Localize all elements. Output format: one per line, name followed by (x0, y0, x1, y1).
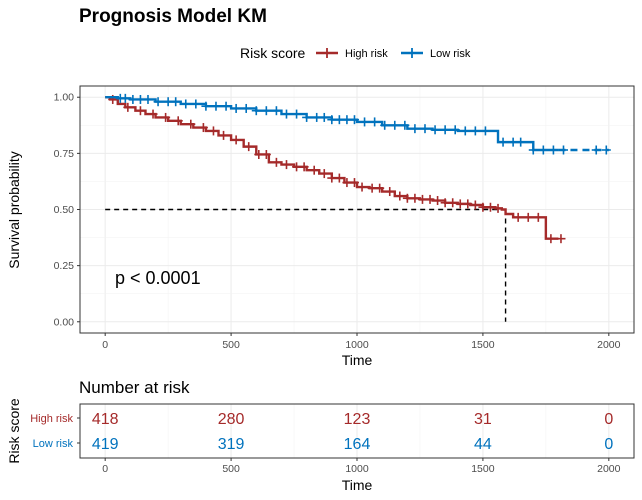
risk-row-label-low-risk: Low risk (33, 438, 74, 450)
x-tick-label: 500 (222, 339, 240, 351)
risk-x-tick-label: 2000 (597, 463, 621, 475)
risk-count: 0 (604, 411, 613, 428)
risk-count: 419 (92, 436, 119, 453)
x-tick-label: 1000 (345, 339, 369, 351)
risk-count: 123 (344, 411, 371, 428)
x-tick-label: 1500 (471, 339, 495, 351)
series-high-risk (105, 94, 566, 244)
x-tick-label: 0 (102, 339, 108, 351)
risk-count: 418 (92, 411, 119, 428)
risk-count: 0 (604, 436, 613, 453)
p-value-annotation: p < 0.0001 (115, 268, 201, 288)
risk-row-label-high-risk: High risk (30, 413, 73, 425)
y-tick-label: 0.00 (54, 316, 75, 328)
x-tick-label: 2000 (597, 339, 621, 351)
risk-table: Number at risk High risk 418 280 123 31 0Low … (6, 378, 635, 493)
legend-label-low-risk: Low risk (430, 48, 471, 60)
km-plot: 0.00 0.25 0.50 0.75 1.00 0 500 1000 1500 2000 p … (6, 85, 635, 368)
y-tick-label: 0.50 (54, 204, 75, 216)
risk-count: 44 (474, 436, 492, 453)
legend-item-high-risk: High risk (316, 48, 388, 60)
legend-title: Risk score (240, 45, 306, 61)
risk-x-tick-label: 500 (222, 463, 240, 475)
legend-label-high-risk: High risk (345, 48, 388, 60)
chart-title: Prognosis Model KM (79, 6, 267, 27)
risk-count: 164 (344, 436, 371, 453)
risk-x-tick-label: 0 (102, 463, 108, 475)
risk-row-low-risk: Low risk 419 319 164 44 0 (33, 436, 614, 453)
risk-x-tick-label: 1000 (345, 463, 369, 475)
y-tick-label: 0.25 (54, 260, 75, 272)
risk-count: 31 (474, 411, 492, 428)
risk-x-axis-label: Time (342, 477, 373, 493)
y-tick-label: 1.00 (54, 92, 75, 104)
risk-count: 319 (218, 436, 245, 453)
risk-x-tick-label: 1500 (471, 463, 495, 475)
legend-item-low-risk: Low risk (401, 48, 471, 60)
legend: Risk score High risk Low risk (240, 45, 471, 61)
risk-table-title: Number at risk (79, 378, 190, 397)
risk-count: 280 (218, 411, 245, 428)
y-tick-label: 0.75 (54, 148, 75, 160)
series-low-risk (105, 93, 611, 155)
y-axis-label: Survival probability (6, 151, 22, 269)
risk-row-high-risk: High risk 418 280 123 31 0 (30, 411, 613, 428)
x-axis-label: Time (342, 352, 373, 368)
risk-y-axis-label: Risk score (6, 398, 22, 464)
